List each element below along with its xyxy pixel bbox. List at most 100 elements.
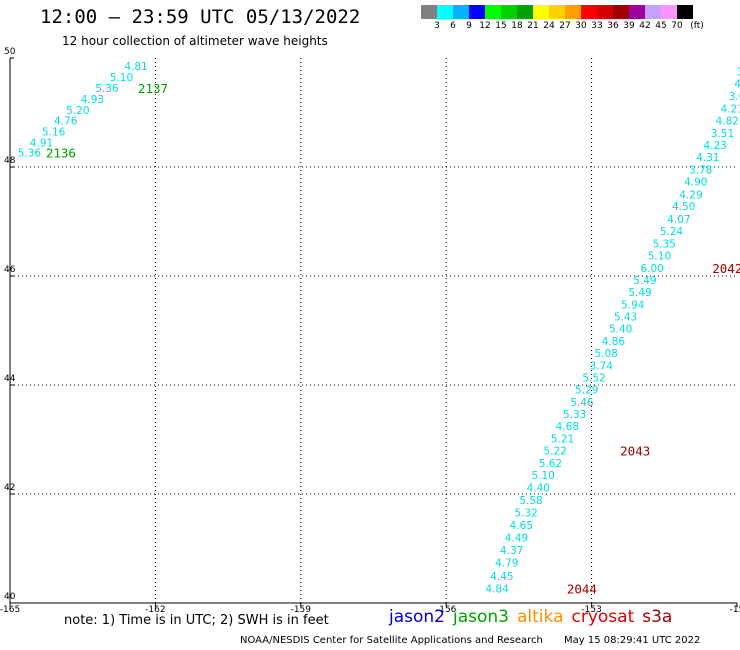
color-swatch (661, 5, 677, 19)
color-scale-unit: (ft) (690, 21, 704, 31)
wave-height-label: 4.68 (556, 421, 579, 433)
color-scale-label: 24 (543, 21, 555, 31)
wave-height-label: 4.91 (30, 137, 53, 149)
color-scale-label: 6 (450, 21, 456, 31)
wave-height-label: 4.76 (54, 116, 78, 128)
color-swatch (629, 5, 645, 19)
color-swatch (485, 5, 501, 19)
wave-height-label: 4.29 (679, 189, 702, 201)
wave-height-label: 5.40 (609, 323, 632, 335)
legend-item-jason3: jason3 (453, 607, 509, 627)
wave-height-label: 5.08 (594, 348, 617, 360)
wave-height-label: 5.36 (95, 83, 119, 95)
wave-height-label: 5.46 (570, 397, 594, 409)
color-scale: 3 6 9 12 15 18 21 24 27 30 33 36 39 42 45 70 (ft) (421, 5, 704, 33)
color-swatch (565, 5, 581, 19)
legend-item-altika: altika (517, 607, 564, 627)
units-note: note: 1) Time is in UTC; 2) SWH is in fe… (64, 613, 329, 628)
wave-height-label: 5.29 (575, 384, 598, 396)
wave-height-label: 5.62 (539, 458, 562, 470)
wave-height-label: 3.74 (590, 360, 614, 372)
chart-subtitle: 12 hour collection of altimeter wave hei… (62, 34, 328, 48)
wave-height-label: 4. (734, 79, 740, 91)
color-scale-label: 15 (495, 21, 507, 31)
wave-height-label: 4.37 (500, 545, 523, 557)
wave-height-label: 3. (737, 67, 740, 79)
color-scale-label: 42 (639, 21, 651, 31)
wave-height-label: 5.94 (621, 299, 645, 311)
wave-height-label: 5.22 (544, 445, 567, 457)
color-swatch (613, 5, 629, 19)
wave-height-label: 4.86 (602, 336, 626, 348)
pass-number-label: 2136 (46, 145, 76, 160)
wave-height-label: 5.16 (42, 127, 66, 139)
wave-height-label: 4.82 (716, 116, 739, 128)
pass-number-label: 2044 (567, 581, 597, 596)
color-swatch (677, 5, 693, 19)
wave-height-label: 4.84 (485, 583, 509, 595)
legend-item-cryosat: cryosat (571, 607, 635, 627)
wave-height-label: 4.40 (527, 482, 550, 494)
wave-height-label: 5.58 (519, 495, 542, 507)
color-swatch (453, 5, 469, 19)
color-scale-label: 30 (575, 21, 587, 31)
color-swatch (549, 5, 565, 19)
y-tick-label: 44 (4, 374, 16, 384)
color-scale-label: 3 (434, 21, 440, 31)
color-swatch (469, 5, 485, 19)
y-tick-label: 46 (4, 265, 16, 275)
legend-item-s3a: s3a (642, 607, 673, 627)
x-tick-label: -159 (291, 605, 312, 615)
x-tick-label: -15 (730, 605, 740, 615)
wave-height-label: 5.21 (551, 433, 574, 445)
color-swatch (645, 5, 661, 19)
color-scale-label: 36 (607, 21, 619, 31)
color-scale-label: 27 (559, 21, 571, 31)
wave-height-label: 5.49 (628, 287, 651, 299)
color-scale-label: 12 (479, 21, 491, 31)
color-swatch (581, 5, 597, 19)
color-scale-label: 18 (511, 21, 523, 31)
x-tick-label: -153 (581, 605, 601, 615)
wave-height-label: 5.36 (18, 147, 42, 159)
color-swatch (501, 5, 517, 19)
wave-height-label: 5.10 (648, 250, 671, 262)
x-tick-label: -156 (436, 605, 457, 615)
color-scale-label: 45 (655, 21, 667, 31)
pass-number-label: 2137 (138, 81, 168, 96)
y-tick-label: 48 (4, 156, 16, 166)
wave-height-label: 4.23 (703, 140, 726, 152)
color-scale-label: 39 (623, 21, 635, 31)
chart-title: 12:00 – 23:59 UTC 05/13/2022 (40, 6, 361, 28)
wave-height-label: 4.49 (505, 533, 528, 545)
wave-height-label: 5.10 (531, 470, 554, 482)
color-scale-label: 21 (527, 21, 539, 31)
wave-height-label: 5.20 (66, 105, 89, 117)
wave-height-label: 4.31 (696, 152, 719, 164)
wave-height-label: 4.45 (490, 571, 513, 583)
wave-height-label: 5.33 (563, 409, 586, 421)
legend-item-jason2: jason2 (389, 607, 445, 627)
x-tick-label: -165 (0, 605, 20, 615)
color-swatch (597, 5, 613, 19)
color-scale-label: 70 (671, 21, 683, 31)
wave-height-label: 4.81 (124, 61, 147, 73)
pass-number-label: 2043 (620, 443, 650, 458)
timestamp-text: May 15 08:29:41 UTC 2022 (564, 635, 701, 646)
y-tick-label: 42 (4, 483, 15, 493)
wave-height-label: 3.78 (689, 165, 712, 177)
wave-height-label: 5.43 (614, 311, 637, 323)
color-scale-labels: 3 6 9 12 15 18 21 24 27 30 33 36 39 42 45 70 (ft) (421, 21, 704, 33)
wave-height-label: 4.90 (684, 177, 707, 189)
x-tick-label: -162 (145, 605, 165, 615)
credit-text: NOAA/NESDIS Center for Satellite Applica… (240, 635, 543, 646)
wave-height-label: 5.10 (110, 72, 133, 84)
color-scale-label: 9 (466, 21, 472, 31)
wave-height-label: 5.35 (653, 238, 676, 250)
wave-height-label: 4.65 (510, 520, 533, 532)
wave-height-label: 6.00 (640, 263, 663, 275)
color-swatch (437, 5, 453, 19)
wave-height-label: 3.6 (729, 91, 740, 103)
wave-height-label: 5.49 (633, 275, 656, 287)
